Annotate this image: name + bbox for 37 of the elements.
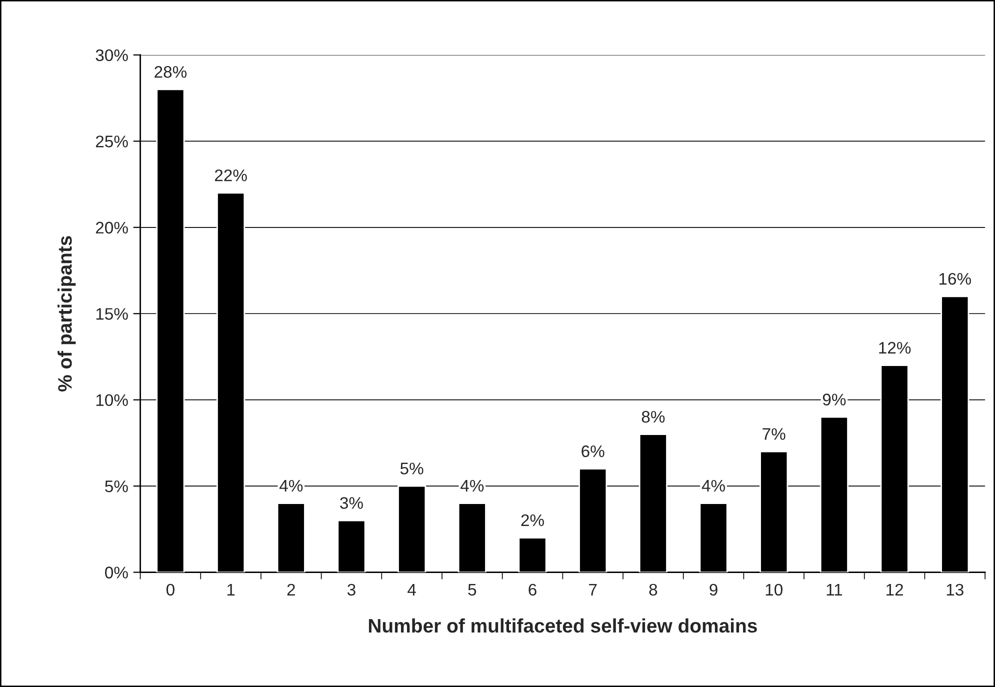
data-label: 5% [400,462,424,474]
x-tick-label: 8 [649,584,658,596]
y-axis-title: % of participants [58,236,76,392]
x-tick-label: 4 [408,584,416,596]
y-tick-label: 0% [105,566,128,578]
x-tick-label: 9 [710,584,718,596]
x-tick-label: 2 [287,584,295,596]
data-label: 4% [702,480,725,492]
y-tick-label: 25% [96,136,128,148]
x-axis-title: Number of multifaceted self-view domains [368,618,757,633]
x-tick-label: 7 [589,584,597,596]
x-tick-label: 0 [166,584,174,596]
y-tick-label: 15% [96,308,128,320]
data-label: 16% [939,272,971,285]
data-label: 6% [582,445,604,458]
data-label: 7% [762,428,786,440]
data-label: 4% [279,480,303,492]
data-label: 12% [879,342,911,354]
data-label: 4% [460,480,484,492]
y-tick-label: 20% [96,222,128,234]
data-label: 9% [822,394,846,406]
x-tick-label: 1 [227,584,235,596]
y-tick-label: 5% [105,480,128,492]
data-label: 8% [642,410,665,423]
x-tick-label: 11 [826,584,842,596]
x-tick-label: 6 [528,584,536,596]
x-tick-label: 13 [946,584,964,596]
x-tick-label: 10 [766,584,782,596]
x-tick-label: 12 [886,584,903,596]
data-label: 2% [521,514,544,526]
x-tick-label: 5 [468,584,476,596]
x-tick-label: 3 [347,584,356,596]
y-tick-label: 10% [96,394,128,406]
data-label: 28% [154,66,187,78]
data-label: 3% [340,497,363,509]
data-label: 22% [214,169,247,182]
y-tick-label: 30% [96,49,128,62]
